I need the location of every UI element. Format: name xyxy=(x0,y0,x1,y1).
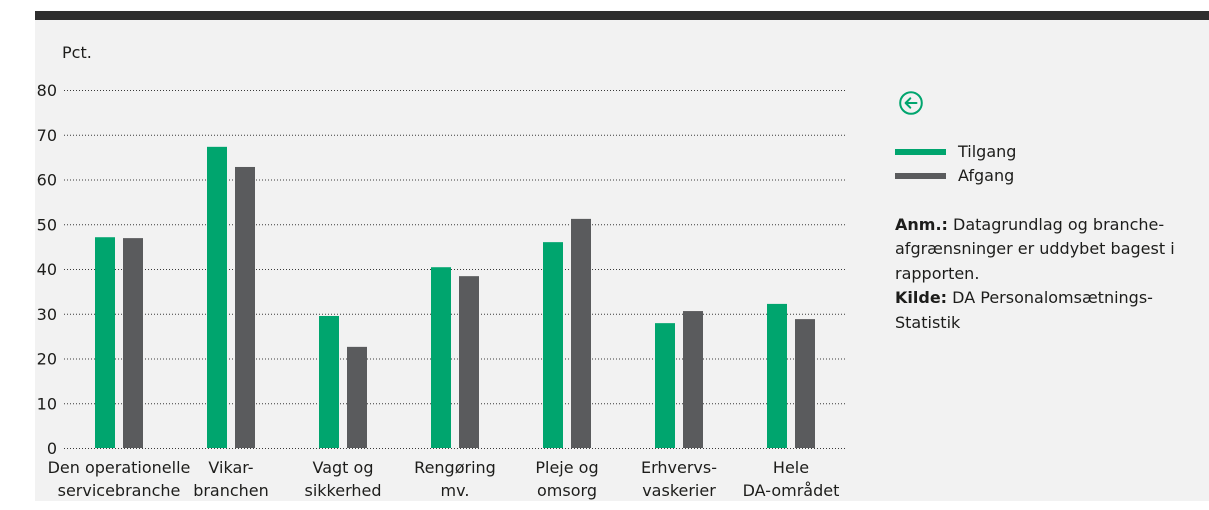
y-tick-label: 70 xyxy=(37,126,57,145)
category-label: mv. xyxy=(441,481,470,500)
y-tick-label: 60 xyxy=(37,171,57,190)
icon-arrow xyxy=(904,97,918,109)
icon-circle xyxy=(899,91,923,115)
note-line: Statistik xyxy=(895,312,961,332)
gridlines xyxy=(64,90,845,449)
category-label: servicebranche xyxy=(58,481,181,500)
bar-afgang-5 xyxy=(683,311,703,448)
bar-afgang-3 xyxy=(459,276,479,448)
note-line: afgrænsninger er uddybet bagest i xyxy=(895,239,1175,259)
bar-tilgang-6 xyxy=(767,303,787,448)
bar-tilgang-2 xyxy=(319,315,339,448)
chart-panel-background xyxy=(35,20,1209,501)
chart-legend: Tilgang Afgang xyxy=(895,140,1016,188)
bar-tilgang-4 xyxy=(543,242,563,448)
chart-notes: Anm.: Datagrundlag og branche- afgrænsni… xyxy=(895,213,1175,335)
bar-afgang-1 xyxy=(235,166,255,448)
category-label: Pleje og xyxy=(535,458,598,477)
bar-tilgang-0 xyxy=(95,237,115,448)
y-axis-tick-labels: 0 10 20 30 40 50 60 70 80 xyxy=(37,81,57,458)
legend-swatch-afgang xyxy=(895,173,946,179)
y-tick-label: 40 xyxy=(37,260,57,279)
category-label: omsorg xyxy=(537,481,597,500)
x-axis-category-labels: Den operationelle servicebranche Vikar-bra… xyxy=(48,458,840,500)
category-label: Erhvervs- xyxy=(641,458,717,477)
note-line: rapporten. xyxy=(895,263,980,283)
legend-swatch-tilgang xyxy=(895,149,946,155)
y-tick-label: 0 xyxy=(47,439,57,458)
y-tick-label: 80 xyxy=(37,81,57,100)
note-label-kilde: Kilde: xyxy=(895,288,948,308)
note-label-anm: Anm.: xyxy=(895,215,948,234)
y-tick-label: 50 xyxy=(37,215,57,234)
bar-afgang-6 xyxy=(795,319,815,448)
bar-afgang-2 xyxy=(347,346,367,448)
category-label: Vagt og xyxy=(313,458,374,477)
note-line: Anm.: Datagrundlag og branche- xyxy=(895,213,1175,237)
bar-afgang-0 xyxy=(123,238,143,448)
y-tick-label: 30 xyxy=(37,305,57,324)
back-arrow-button[interactable] xyxy=(899,91,923,115)
legend-label: Tilgang xyxy=(958,142,1017,161)
legend-item-afgang: Afgang xyxy=(895,164,1016,188)
category-label: sikkerhed xyxy=(304,481,381,500)
bar-afgang-4 xyxy=(571,218,591,448)
bar-tilgang-3 xyxy=(431,267,451,448)
bar-tilgang-1 xyxy=(207,146,227,448)
top-header-bar xyxy=(35,11,1209,20)
bar-chart: Pct. 0 10 20 30 40 50 60 70 80 Den operationelle… xyxy=(37,43,845,500)
category-label: DA-området xyxy=(743,481,840,500)
category-label: branchen xyxy=(193,481,269,500)
note-line: Kilde: DA Personalomsætnings- xyxy=(895,286,1175,310)
category-label: Den operationelle xyxy=(48,458,191,477)
category-label: Hele xyxy=(773,458,809,477)
note-text: Datagrundlag og branche- xyxy=(953,215,1165,234)
y-tick-label: 10 xyxy=(37,394,57,413)
y-axis-label: Pct. xyxy=(62,43,92,62)
note-text: DA Personalomsætnings- xyxy=(952,288,1153,308)
legend-label: Afgang xyxy=(958,166,1015,185)
bars xyxy=(95,146,815,448)
legend-item-tilgang: Tilgang xyxy=(895,140,1016,164)
arrow-left-circle-icon xyxy=(899,91,923,115)
category-label: vaskerier xyxy=(642,481,716,500)
y-tick-label: 20 xyxy=(37,350,57,369)
category-label: Rengøring xyxy=(414,458,496,477)
category-label: Vikar- xyxy=(208,458,253,477)
bar-tilgang-5 xyxy=(655,323,675,448)
